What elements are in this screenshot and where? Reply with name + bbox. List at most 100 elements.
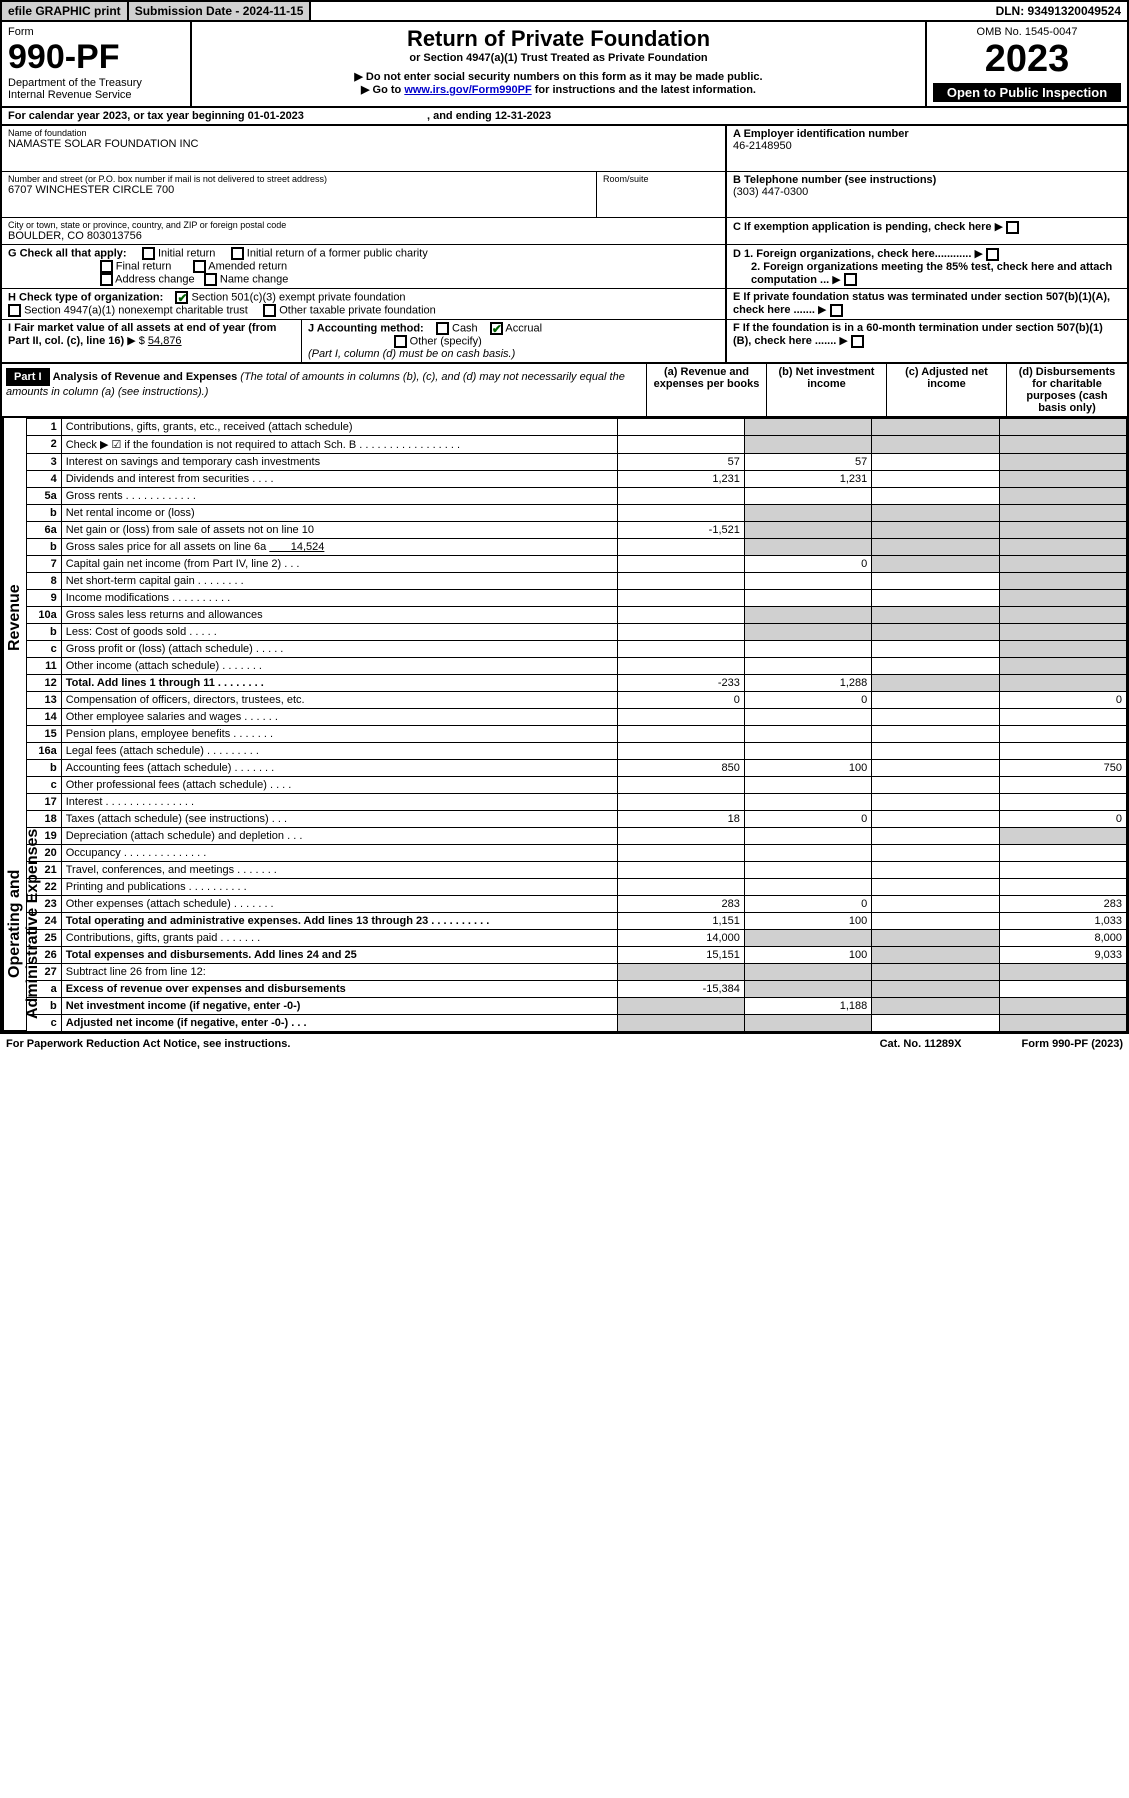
checkbox-d2[interactable] <box>844 273 857 286</box>
col-b-value: 0 <box>744 692 871 709</box>
checkbox-501c3[interactable]: ✔ <box>175 291 188 304</box>
table-row: 6aNet gain or (loss) from sale of assets… <box>27 522 1127 539</box>
col-d-value <box>999 556 1126 573</box>
table-row: 25Contributions, gifts, grants paid . . … <box>27 930 1127 947</box>
line-desc: Net gain or (loss) from sale of assets n… <box>61 522 617 539</box>
line-number: 1 <box>27 419 62 436</box>
col-d-value <box>999 709 1126 726</box>
col-a-value: -233 <box>617 675 744 692</box>
table-row: bGross sales price for all assets on lin… <box>27 539 1127 556</box>
checkbox-f[interactable] <box>851 335 864 348</box>
form990pf-link[interactable]: www.irs.gov/Form990PF <box>404 84 531 96</box>
calendar-year-row: For calendar year 2023, or tax year begi… <box>0 108 1129 126</box>
col-d-value: 750 <box>999 760 1126 777</box>
line-desc: Income modifications . . . . . . . . . . <box>61 590 617 607</box>
line-desc: Contributions, gifts, grants, etc., rece… <box>61 419 617 436</box>
col-d-value <box>999 794 1126 811</box>
check-g-label: G Check all that apply: <box>8 247 127 259</box>
checkbox-initial-former[interactable] <box>231 247 244 260</box>
table-row: 16aLegal fees (attach schedule) . . . . … <box>27 743 1127 760</box>
section-e-label: E If private foundation status was termi… <box>733 291 1110 316</box>
table-row: 19Depreciation (attach schedule) and dep… <box>27 828 1127 845</box>
checkbox-address[interactable] <box>100 273 113 286</box>
col-c-value <box>872 811 999 828</box>
cal-year-begin: For calendar year 2023, or tax year begi… <box>8 110 304 122</box>
checkbox-amended[interactable] <box>193 260 206 273</box>
col-a-value: 15,151 <box>617 947 744 964</box>
part1-table: 1Contributions, gifts, grants, etc., rec… <box>26 418 1127 1032</box>
col-a-value <box>617 590 744 607</box>
col-c-value <box>872 488 999 505</box>
table-row: 7Capital gain net income (from Part IV, … <box>27 556 1127 573</box>
col-b-value <box>744 607 871 624</box>
checkbox-cash[interactable] <box>436 322 449 335</box>
dept-treasury: Department of the Treasury <box>8 77 184 89</box>
col-b-value: 1,188 <box>744 998 871 1015</box>
street-value: 6707 WINCHESTER CIRCLE 700 <box>8 184 590 196</box>
col-c-value <box>872 539 999 556</box>
line-desc: Gross profit or (loss) (attach schedule)… <box>61 641 617 658</box>
line-number: 12 <box>27 675 62 692</box>
checkbox-final[interactable] <box>100 260 113 273</box>
line-number: 13 <box>27 692 62 709</box>
col-d-value: 8,000 <box>999 930 1126 947</box>
col-a-value <box>617 539 744 556</box>
line-desc: Gross sales price for all assets on line… <box>61 539 617 556</box>
phone-value: (303) 447-0300 <box>733 186 1121 198</box>
line-desc: Adjusted net income (if negative, enter … <box>61 1015 617 1032</box>
col-b-value <box>744 658 871 675</box>
col-b-value <box>744 879 871 896</box>
col-b-value <box>744 1015 871 1032</box>
line-desc: Printing and publications . . . . . . . … <box>61 879 617 896</box>
line-number: b <box>27 760 62 777</box>
checkbox-4947[interactable] <box>8 304 21 317</box>
table-row: 23Other expenses (attach schedule) . . .… <box>27 896 1127 913</box>
cal-year-end: , and ending 12-31-2023 <box>427 110 551 122</box>
efile-button[interactable]: efile GRAPHIC print <box>2 2 129 20</box>
col-d-value <box>999 981 1126 998</box>
trust-label: Section 4947(a)(1) nonexempt charitable … <box>24 305 248 317</box>
line-number: 3 <box>27 454 62 471</box>
id-row-3: City or town, state or province, country… <box>0 218 1129 245</box>
id-row-2: Number and street (or P.O. box number if… <box>0 172 1129 218</box>
col-a-value <box>617 794 744 811</box>
line-number: 18 <box>27 811 62 828</box>
checkbox-c[interactable] <box>1006 221 1019 234</box>
col-b-value <box>744 436 871 454</box>
table-row: 2Check ▶ ☑ if the foundation is not requ… <box>27 436 1127 454</box>
checkbox-d1[interactable] <box>986 248 999 261</box>
line-desc: Other professional fees (attach schedule… <box>61 777 617 794</box>
col-d-value <box>999 505 1126 522</box>
col-a-value: -1,521 <box>617 522 744 539</box>
dln-number: DLN: 93491320049524 <box>990 2 1127 20</box>
col-d-value <box>999 607 1126 624</box>
checkbox-e[interactable] <box>830 304 843 317</box>
open-public-badge: Open to Public Inspection <box>933 83 1121 102</box>
checkbox-other-tax[interactable] <box>263 304 276 317</box>
col-a-value: 1,151 <box>617 913 744 930</box>
col-d-value <box>999 573 1126 590</box>
table-row: 18Taxes (attach schedule) (see instructi… <box>27 811 1127 828</box>
table-row: 17Interest . . . . . . . . . . . . . . . <box>27 794 1127 811</box>
checkbox-initial[interactable] <box>142 247 155 260</box>
table-row: 9Income modifications . . . . . . . . . … <box>27 590 1127 607</box>
check-i-label: I Fair market value of all assets at end… <box>8 322 276 347</box>
checkbox-other-acct[interactable] <box>394 335 407 348</box>
col-c-value <box>872 590 999 607</box>
form-footer-label: Form 990-PF (2023) <box>1022 1038 1123 1050</box>
col-b-value <box>744 505 871 522</box>
col-c-value <box>872 454 999 471</box>
check-ij-row: I Fair market value of all assets at end… <box>0 320 1129 364</box>
col-c-value <box>872 419 999 436</box>
col-d-value <box>999 590 1126 607</box>
col-a-value <box>617 436 744 454</box>
col-b-value <box>744 845 871 862</box>
col-b-value: 100 <box>744 947 871 964</box>
checkbox-namechg[interactable] <box>204 273 217 286</box>
col-d-value <box>999 726 1126 743</box>
table-row: cGross profit or (loss) (attach schedule… <box>27 641 1127 658</box>
check-h-row: H Check type of organization: ✔ Section … <box>0 289 1129 320</box>
initial-former-label: Initial return of a former public charit… <box>247 247 428 259</box>
checkbox-accrual[interactable]: ✔ <box>490 322 503 335</box>
line-desc: Subtract line 26 from line 12: <box>61 964 617 981</box>
